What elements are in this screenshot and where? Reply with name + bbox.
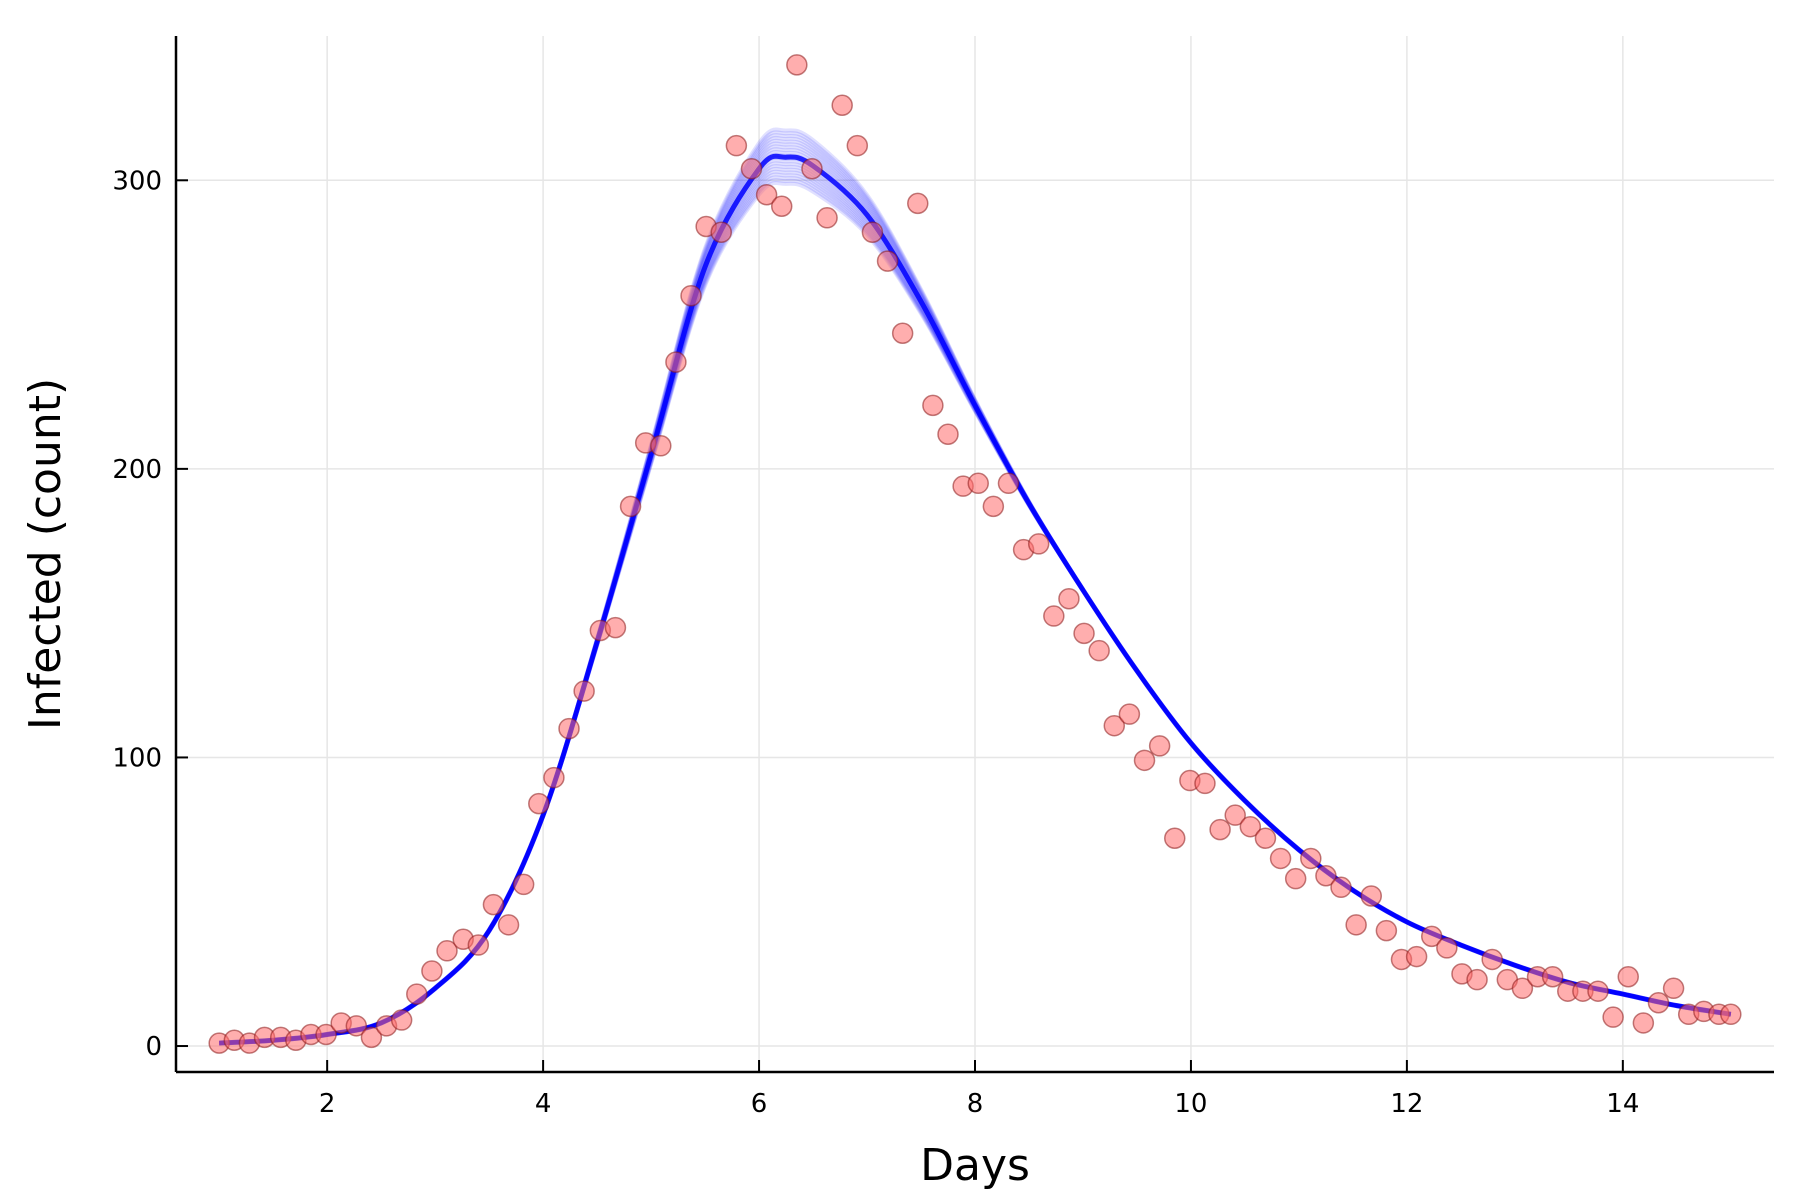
data-point xyxy=(665,351,687,373)
y-tick-label: 300 xyxy=(112,166,162,196)
y-tick-label: 0 xyxy=(145,1032,162,1062)
data-point xyxy=(360,1026,383,1049)
data-point xyxy=(1269,847,1292,870)
data-point xyxy=(315,1023,337,1046)
data-point xyxy=(619,495,642,518)
observed-points xyxy=(208,54,1742,1054)
data-point xyxy=(436,940,458,962)
data-point xyxy=(1315,865,1337,887)
data-point xyxy=(1043,605,1065,627)
data-point xyxy=(497,914,520,936)
data-point xyxy=(831,94,853,117)
data-point xyxy=(1375,919,1398,942)
data-point xyxy=(770,195,793,218)
data-point xyxy=(1647,991,1670,1014)
data-point xyxy=(1481,948,1503,971)
x-tick-label: 4 xyxy=(535,1089,552,1119)
data-point xyxy=(512,873,535,896)
data-point xyxy=(1148,735,1171,757)
data-point xyxy=(573,680,595,702)
x-axis-ticks: 2 4 6 8 10 12 14 xyxy=(319,1060,1639,1119)
data-point xyxy=(650,435,672,457)
y-tick-label: 100 xyxy=(112,743,162,773)
data-point xyxy=(1602,1006,1624,1028)
data-point xyxy=(1541,966,1564,988)
data-point xyxy=(1239,815,1262,838)
data-point xyxy=(1617,966,1639,988)
x-tick-label: 10 xyxy=(1174,1089,1207,1119)
data-point xyxy=(1360,885,1383,907)
y-axis-ticks: 0 100 200 300 xyxy=(112,166,188,1062)
data-point xyxy=(801,157,823,180)
x-tick-label: 12 xyxy=(1390,1089,1423,1119)
data-point xyxy=(786,54,808,76)
data-point xyxy=(1466,968,1488,991)
data-point xyxy=(1194,772,1216,795)
data-point xyxy=(907,192,929,215)
data-point xyxy=(1088,639,1110,662)
y-gridlines xyxy=(176,179,1774,1047)
data-point xyxy=(710,221,733,243)
data-point xyxy=(1300,847,1322,870)
data-point xyxy=(604,616,627,639)
data-point xyxy=(467,934,490,956)
data-point xyxy=(1587,980,1609,1002)
data-point xyxy=(891,322,914,344)
data-point xyxy=(1224,804,1246,826)
data-point xyxy=(421,960,443,982)
y-axis-label: Infected (count) xyxy=(20,378,71,730)
data-point xyxy=(967,472,989,495)
data-point xyxy=(997,472,1020,495)
data-point xyxy=(406,983,428,1005)
data-point xyxy=(876,250,899,272)
x-gridlines xyxy=(326,36,1624,1072)
data-point xyxy=(816,207,838,229)
data-point xyxy=(1662,977,1685,1000)
data-point xyxy=(1405,945,1428,968)
data-point xyxy=(1027,533,1050,555)
data-point xyxy=(982,495,1005,518)
data-point xyxy=(390,1009,413,1031)
data-point xyxy=(1103,714,1126,737)
data-point xyxy=(1420,925,1443,948)
data-point xyxy=(680,284,702,307)
data-point xyxy=(1284,867,1307,890)
y-tick-label: 200 xyxy=(112,455,162,485)
data-point xyxy=(861,221,884,243)
x-tick-label: 6 xyxy=(751,1089,768,1119)
x-tick-label: 2 xyxy=(319,1089,336,1119)
data-point xyxy=(1058,587,1080,610)
data-point xyxy=(1720,1003,1742,1026)
x-tick-label: 14 xyxy=(1606,1089,1639,1119)
data-point xyxy=(482,893,505,916)
data-point xyxy=(558,717,580,740)
data-point xyxy=(1073,622,1095,645)
data-point xyxy=(1209,818,1231,841)
data-point xyxy=(725,134,748,157)
data-point xyxy=(922,394,944,417)
data-point xyxy=(528,792,550,815)
data-point xyxy=(740,157,763,180)
data-point xyxy=(1632,1012,1655,1034)
data-point xyxy=(1511,977,1534,1000)
data-point xyxy=(1436,937,1458,959)
data-point xyxy=(543,766,565,789)
data-point xyxy=(1345,914,1367,936)
data-point xyxy=(846,134,869,157)
data-point xyxy=(937,423,959,445)
data-point xyxy=(1118,703,1141,725)
data-point xyxy=(1330,876,1352,899)
data-point xyxy=(755,183,778,206)
data-point xyxy=(1254,827,1277,850)
x-tick-label: 8 xyxy=(967,1089,984,1119)
data-point xyxy=(1133,749,1156,772)
data-point xyxy=(345,1015,368,1037)
data-point xyxy=(1164,827,1186,850)
x-axis-label: Days xyxy=(920,1140,1030,1191)
